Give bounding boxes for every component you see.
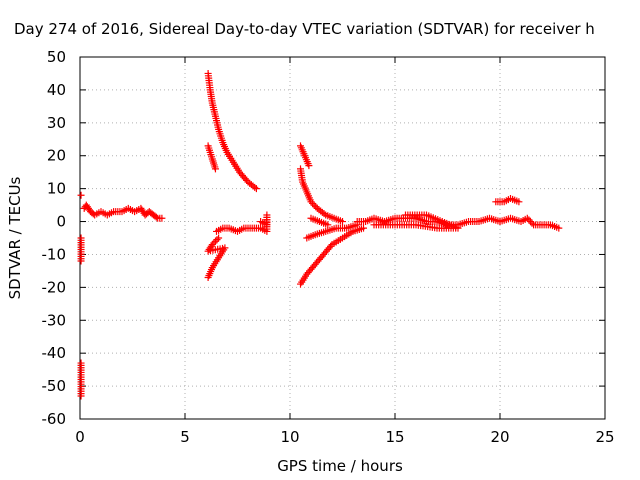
y-tick-label: -40	[42, 344, 67, 362]
data-point	[312, 203, 320, 211]
data-point	[77, 191, 85, 199]
data-point	[213, 236, 221, 244]
data-point	[257, 218, 265, 226]
x-tick-label: 25	[595, 428, 614, 446]
data-point	[208, 241, 216, 249]
data-point	[327, 242, 335, 250]
series-mid-arc-11-13h	[303, 214, 361, 242]
data-point	[310, 201, 318, 209]
x-tick-label: 10	[280, 428, 299, 446]
series-band-20-23h	[496, 214, 563, 232]
series-band-13-20h	[353, 211, 504, 232]
chart-title: Day 274 of 2016, Sidereal Day-to-day VTE…	[14, 20, 595, 38]
y-tick-label: 20	[47, 147, 66, 165]
x-tick-label: 15	[385, 428, 404, 446]
data-point	[152, 213, 160, 221]
data-point	[320, 210, 328, 218]
data-point	[402, 211, 409, 219]
y-tick-label: 40	[47, 81, 66, 99]
grid	[80, 57, 605, 419]
data-point	[309, 199, 317, 207]
y-tick-label: -30	[42, 311, 67, 329]
data-point	[252, 185, 260, 193]
data-point	[305, 162, 313, 170]
data-point	[528, 219, 536, 227]
series-flat-6-9h	[213, 211, 271, 235]
axes: 0 5 10 15 20 25 -60 -50 -40 -30 -20 -10 0 10 20 30 40 50	[42, 48, 615, 446]
data-point	[526, 218, 534, 226]
series-decay-arc-10-12h	[297, 165, 346, 226]
y-tick-label: 0	[56, 213, 66, 231]
y-tick-label: -20	[42, 278, 67, 296]
y-tick-label: -60	[42, 410, 67, 428]
data-point	[77, 257, 85, 265]
series-rising-arc-10-13h	[297, 224, 367, 288]
series-descending-arc-6h	[204, 69, 260, 193]
series-short-arc-6h	[204, 142, 219, 173]
data-point	[324, 221, 332, 229]
data-point	[555, 224, 563, 232]
data-point	[523, 214, 531, 222]
y-tick-label: 10	[47, 180, 66, 198]
y-tick-label: 30	[47, 114, 66, 132]
data-points	[77, 69, 563, 400]
data-point	[215, 234, 223, 242]
x-tick-label: 5	[180, 428, 190, 446]
y-axis-label: SDTVAR / TECUs	[6, 176, 24, 299]
series-descending-arc-10h	[297, 142, 313, 170]
data-point	[525, 216, 533, 224]
x-axis-label: GPS time / hours	[277, 457, 403, 475]
data-point	[307, 198, 315, 206]
data-point	[211, 165, 219, 173]
x-tick-label: 20	[490, 428, 509, 446]
series-band-0-4h	[77, 191, 166, 400]
data-point	[251, 183, 259, 191]
data-point	[515, 198, 523, 206]
data-point	[158, 214, 166, 222]
data-point	[210, 239, 218, 247]
y-tick-label: 50	[47, 48, 66, 66]
data-point	[77, 392, 85, 400]
data-point	[339, 218, 346, 226]
series-bump-20-21h	[492, 195, 523, 206]
series-negative-arcs-6h	[204, 234, 229, 281]
data-point	[360, 224, 367, 232]
y-tick-label: -10	[42, 245, 67, 263]
data-point	[211, 237, 219, 245]
data-point	[243, 176, 251, 184]
x-tick-label: 0	[75, 428, 85, 446]
y-tick-label: -50	[42, 377, 67, 395]
